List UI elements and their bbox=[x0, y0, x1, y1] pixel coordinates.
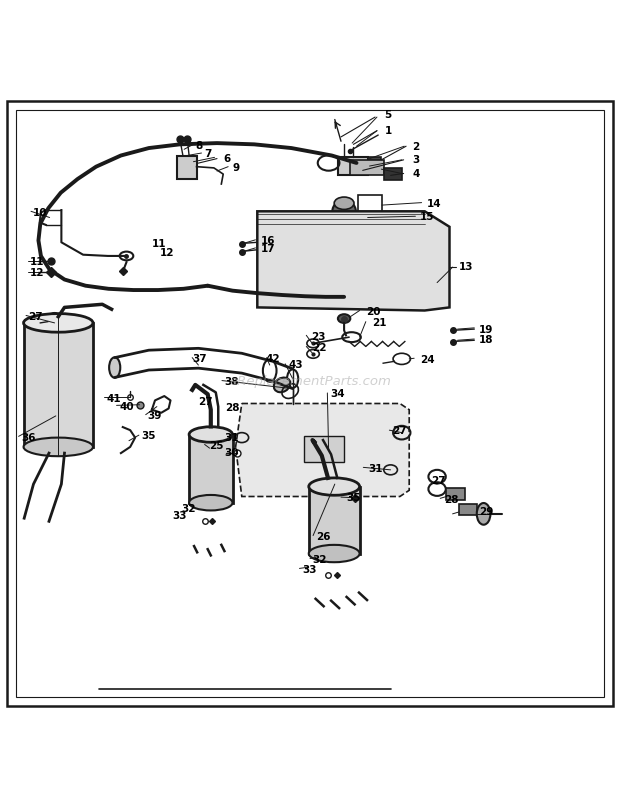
Text: 42: 42 bbox=[265, 353, 280, 364]
Text: 34: 34 bbox=[330, 389, 345, 399]
Bar bbox=[309, 487, 360, 554]
Text: 43: 43 bbox=[288, 360, 303, 370]
Polygon shape bbox=[236, 404, 409, 496]
Text: 25: 25 bbox=[210, 441, 224, 450]
Ellipse shape bbox=[189, 495, 232, 511]
Text: 28: 28 bbox=[444, 495, 458, 504]
Text: 32: 32 bbox=[312, 554, 326, 565]
Text: 27: 27 bbox=[28, 312, 43, 322]
Text: 17: 17 bbox=[260, 244, 275, 253]
Ellipse shape bbox=[334, 197, 354, 210]
Ellipse shape bbox=[309, 478, 360, 495]
Bar bbox=[384, 168, 402, 180]
Text: 38: 38 bbox=[224, 377, 239, 387]
Ellipse shape bbox=[328, 212, 360, 223]
Text: 8: 8 bbox=[195, 141, 203, 151]
Text: 18: 18 bbox=[479, 335, 494, 345]
Polygon shape bbox=[257, 211, 450, 311]
Bar bbox=[189, 434, 232, 503]
Text: 16: 16 bbox=[260, 236, 275, 246]
Text: 41: 41 bbox=[107, 394, 122, 404]
Text: 23: 23 bbox=[311, 332, 326, 341]
Text: 27: 27 bbox=[392, 426, 407, 437]
Text: 29: 29 bbox=[479, 507, 493, 517]
Ellipse shape bbox=[109, 358, 120, 378]
Ellipse shape bbox=[189, 427, 232, 442]
Text: 15: 15 bbox=[420, 212, 434, 223]
Text: 3: 3 bbox=[412, 156, 420, 165]
Bar bbox=[358, 195, 382, 212]
Text: 33: 33 bbox=[172, 512, 187, 521]
Ellipse shape bbox=[338, 314, 350, 323]
Bar bbox=[459, 504, 477, 515]
Text: 39: 39 bbox=[148, 411, 162, 421]
Text: eReplacementParts.com: eReplacementParts.com bbox=[229, 375, 391, 388]
Ellipse shape bbox=[332, 200, 356, 222]
Text: 33: 33 bbox=[303, 565, 317, 575]
Text: 13: 13 bbox=[459, 262, 473, 272]
Text: 6: 6 bbox=[223, 153, 231, 164]
Bar bbox=[338, 157, 368, 175]
Text: 35: 35 bbox=[141, 432, 156, 441]
Bar bbox=[446, 488, 465, 500]
Text: 22: 22 bbox=[312, 343, 326, 353]
Ellipse shape bbox=[477, 503, 490, 525]
Ellipse shape bbox=[309, 545, 360, 562]
Ellipse shape bbox=[274, 378, 290, 392]
Bar bbox=[368, 157, 381, 166]
Bar bbox=[177, 156, 197, 179]
Text: 20: 20 bbox=[366, 307, 380, 316]
Text: 1: 1 bbox=[384, 126, 392, 136]
Text: 26: 26 bbox=[316, 532, 330, 541]
Text: 10: 10 bbox=[33, 207, 47, 218]
Text: 11: 11 bbox=[30, 257, 44, 267]
Bar bbox=[304, 437, 344, 462]
Text: 36: 36 bbox=[22, 433, 36, 442]
Text: 12: 12 bbox=[160, 248, 174, 258]
Text: 40: 40 bbox=[119, 402, 134, 412]
Text: 24: 24 bbox=[420, 355, 435, 365]
Text: 27: 27 bbox=[198, 397, 213, 408]
Text: 32: 32 bbox=[182, 504, 196, 514]
Text: 31: 31 bbox=[224, 433, 239, 442]
Text: 7: 7 bbox=[205, 149, 212, 159]
Text: 30: 30 bbox=[224, 448, 239, 458]
Text: 31: 31 bbox=[368, 463, 383, 474]
Text: 9: 9 bbox=[232, 163, 239, 173]
Text: 4: 4 bbox=[412, 169, 420, 179]
Ellipse shape bbox=[24, 314, 93, 332]
Text: 11: 11 bbox=[152, 239, 166, 249]
Text: 21: 21 bbox=[372, 318, 386, 328]
Text: 2: 2 bbox=[412, 143, 420, 153]
Ellipse shape bbox=[24, 437, 93, 456]
Text: 19: 19 bbox=[479, 325, 494, 336]
Text: 14: 14 bbox=[427, 199, 441, 209]
Bar bbox=[24, 323, 93, 447]
Bar bbox=[350, 160, 384, 175]
Text: 37: 37 bbox=[192, 353, 207, 364]
Text: 35: 35 bbox=[346, 493, 360, 504]
Text: 28: 28 bbox=[225, 403, 239, 413]
Text: 12: 12 bbox=[30, 268, 44, 278]
Text: 27: 27 bbox=[432, 476, 446, 486]
Text: 5: 5 bbox=[384, 111, 392, 120]
